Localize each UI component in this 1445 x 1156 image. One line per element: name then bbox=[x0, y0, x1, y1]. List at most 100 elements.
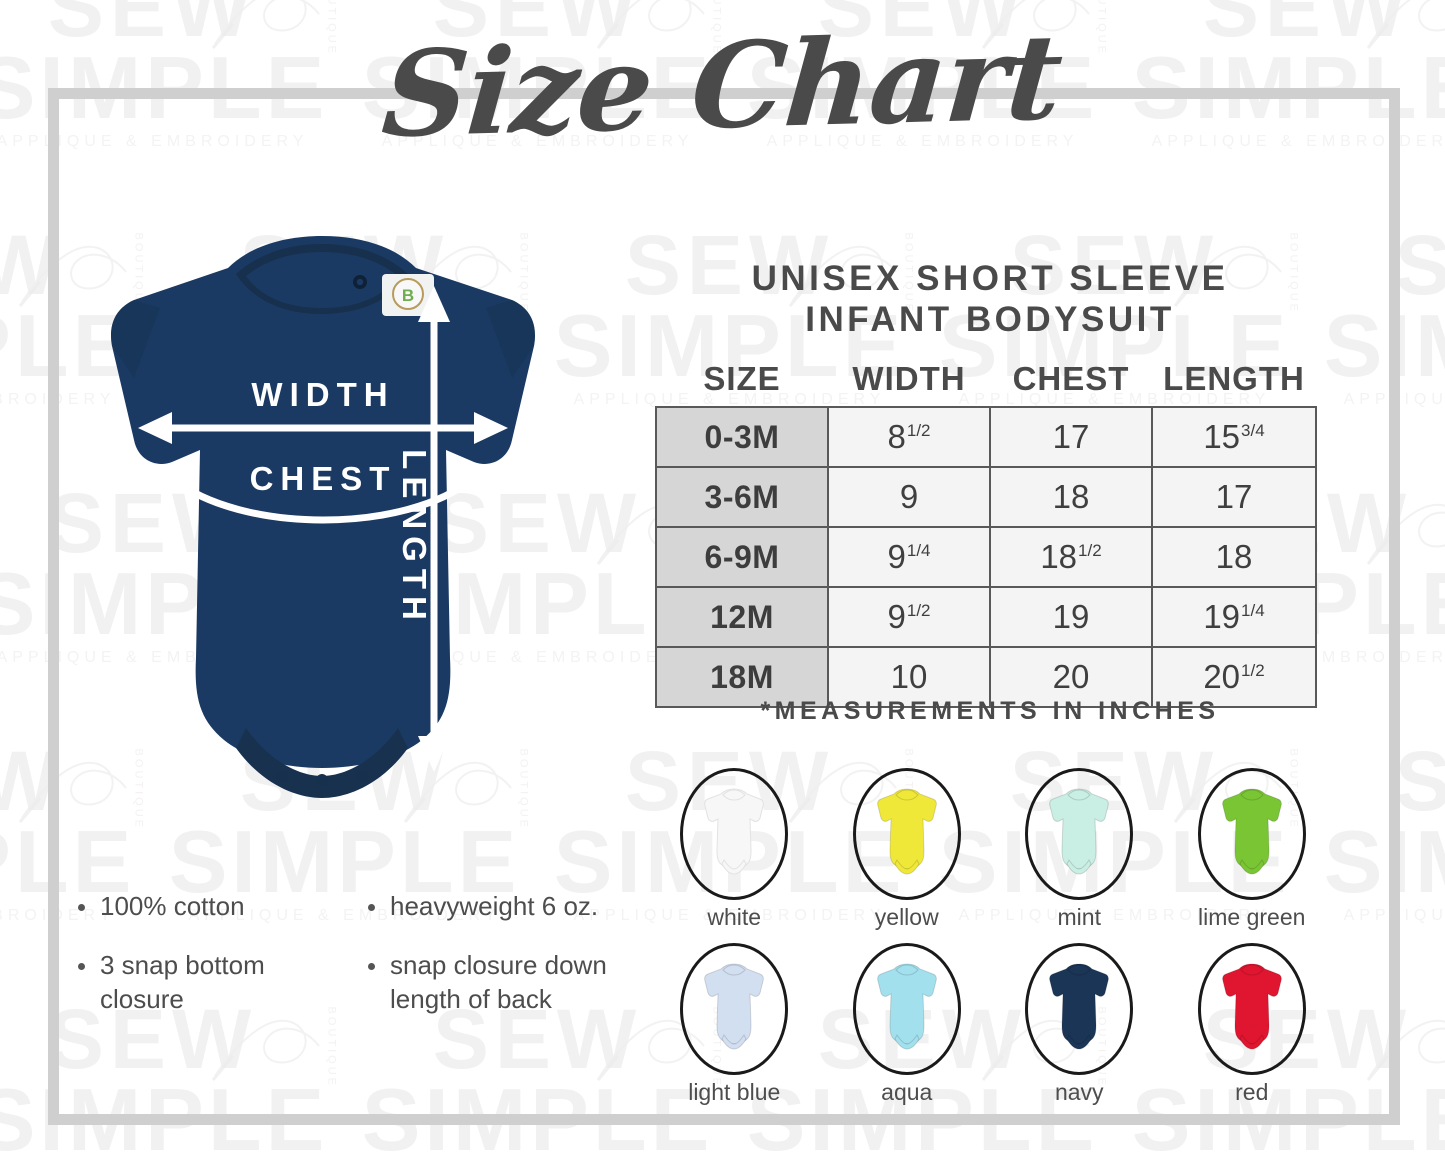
color-swatch-circle bbox=[680, 768, 789, 900]
table-cell: 81/2 bbox=[827, 406, 991, 468]
table-cell-size: 18M bbox=[655, 646, 829, 708]
svg-text:B: B bbox=[402, 286, 414, 305]
bodysuit-thumbnail bbox=[1049, 963, 1110, 1050]
list-item: 3 snap bottom closure bbox=[72, 949, 340, 1016]
fraction: 3/4 bbox=[1241, 421, 1265, 440]
color-swatch-label: white bbox=[707, 904, 762, 930]
color-swatch[interactable]: mint bbox=[993, 768, 1166, 931]
table-cell: 91/2 bbox=[827, 586, 991, 648]
table-cell: 201/2 bbox=[1151, 646, 1317, 708]
table-body: 0-3M 81/2 17 153/4 3-6M 9 18 17 6-9M 91/4 181/2 18 1… bbox=[655, 406, 1317, 708]
chest-arrow bbox=[140, 466, 506, 524]
table-cell-size: 12M bbox=[655, 586, 829, 648]
table-cell: 191/4 bbox=[1151, 586, 1317, 648]
table-cell: 9 bbox=[827, 466, 991, 528]
fraction: 1/2 bbox=[906, 421, 931, 440]
needle-thread-icon bbox=[1366, 503, 1445, 565]
bodysuit-thumbnail bbox=[704, 963, 765, 1050]
column-header-size: SIZE bbox=[703, 360, 781, 397]
table-cell: 181/2 bbox=[989, 526, 1153, 588]
table-cell-size: 6-9M bbox=[655, 526, 829, 588]
size-chart-table-wrap: SIZE WIDTH CHEST LENGTH 0-3M 81/2 17 153/4 3… bbox=[655, 360, 1317, 708]
color-swatch-circle bbox=[680, 943, 789, 1075]
fraction: 1/2 bbox=[1078, 541, 1102, 560]
product-heading-line-2: INFANT BODYSUIT bbox=[805, 300, 1175, 340]
watermark-tagline: APPLIQUE & EMBROIDERY bbox=[1343, 391, 1445, 409]
color-swatch-circle bbox=[1197, 943, 1306, 1075]
color-swatch-label: lime green bbox=[1198, 904, 1306, 930]
bodysuit-diagram: B WIDTH CHEST LENGTH bbox=[110, 236, 536, 798]
product-heading-line-1: UNISEX SHORT SLEEVE bbox=[751, 259, 1229, 298]
column-header-width: WIDTH bbox=[852, 360, 966, 397]
table-cell: 20 bbox=[989, 646, 1153, 708]
bodysuit-thumbnail bbox=[704, 788, 765, 875]
bodysuit-thumbnail bbox=[1221, 788, 1282, 875]
table-cell: 17 bbox=[1151, 466, 1317, 528]
feature-list: 100% cotton 3 snap bottom closure heavyw… bbox=[72, 890, 632, 1042]
width-arrow bbox=[138, 412, 508, 444]
bodysuit-shape: B bbox=[110, 236, 536, 798]
column-header-length: LENGTH bbox=[1163, 360, 1305, 397]
table-cell: 10 bbox=[827, 646, 991, 708]
chest-label: CHEST bbox=[250, 460, 397, 497]
table-cell: 91/4 bbox=[827, 526, 991, 588]
table-row: 12M 91/2 19 191/4 bbox=[655, 586, 1317, 648]
table-header-row: SIZE WIDTH CHEST LENGTH bbox=[656, 360, 1316, 407]
table-cell: 153/4 bbox=[1151, 406, 1317, 468]
table-row: 3-6M 9 18 17 bbox=[655, 466, 1317, 528]
table-cell: 18 bbox=[1151, 526, 1317, 588]
table-cell-size: 0-3M bbox=[655, 406, 829, 468]
color-swatch[interactable]: yellow bbox=[821, 768, 994, 931]
bodysuit-thumbnail bbox=[1221, 963, 1282, 1050]
size-chart-table: SIZE WIDTH CHEST LENGTH 0-3M 81/2 17 153/4 3… bbox=[655, 360, 1317, 708]
color-swatch-circle bbox=[1025, 768, 1134, 900]
color-swatch[interactable]: lime green bbox=[1166, 768, 1339, 931]
color-swatch[interactable]: navy bbox=[993, 943, 1166, 1106]
table-cell: 19 bbox=[989, 586, 1153, 648]
color-swatch-grid: white yellow mint lime green light blue aqua n… bbox=[648, 768, 1338, 1106]
length-arrow bbox=[418, 286, 450, 772]
bodysuit-thumbnail bbox=[876, 788, 937, 875]
list-item: 100% cotton bbox=[72, 890, 340, 923]
product-heading: UNISEX SHORT SLEEVE INFANT BODYSUIT bbox=[650, 258, 1330, 341]
table-row: 18M 10 20 201/2 bbox=[655, 646, 1317, 708]
garment-illustration: B WIDTH CHEST LENGTH bbox=[60, 228, 620, 848]
color-swatch[interactable]: light blue bbox=[648, 943, 821, 1106]
length-label: LENGTH bbox=[396, 449, 433, 627]
list-item: heavyweight 6 oz. bbox=[362, 890, 630, 923]
feature-column-2: heavyweight 6 oz. snap closure down leng… bbox=[362, 890, 630, 1042]
color-swatch-label: aqua bbox=[881, 1079, 933, 1105]
color-swatch[interactable]: red bbox=[1166, 943, 1339, 1106]
column-header-chest: CHEST bbox=[1012, 360, 1130, 397]
color-swatch-circle bbox=[1025, 943, 1134, 1075]
color-swatch[interactable]: white bbox=[648, 768, 821, 931]
table-row: 0-3M 81/2 17 153/4 bbox=[655, 406, 1317, 468]
fraction: 1/4 bbox=[906, 541, 931, 560]
list-item: snap closure down length of back bbox=[362, 949, 630, 1016]
color-swatch-circle bbox=[1197, 768, 1306, 900]
color-swatch-label: light blue bbox=[688, 1079, 781, 1105]
table-row: 6-9M 91/4 181/2 18 bbox=[655, 526, 1317, 588]
bodysuit-thumbnail bbox=[876, 963, 937, 1050]
needle-thread-icon bbox=[1366, 1019, 1445, 1081]
measurements-note: *MEASUREMENTS IN INCHES bbox=[760, 697, 1220, 725]
width-label: WIDTH bbox=[251, 376, 394, 413]
feature-column-1: 100% cotton 3 snap bottom closure bbox=[72, 890, 340, 1042]
color-swatch-label: red bbox=[1235, 1079, 1269, 1105]
watermark-brand-line-2: SIMPLE bbox=[0, 1069, 329, 1156]
table-cell: 17 bbox=[989, 406, 1153, 468]
fraction: 1/2 bbox=[906, 601, 931, 620]
fraction: 1/2 bbox=[1241, 661, 1265, 680]
table-cell: 18 bbox=[989, 466, 1153, 528]
fraction: 1/4 bbox=[1241, 601, 1265, 620]
table-cell-size: 3-6M bbox=[655, 466, 829, 528]
page-title-text: Size Chart bbox=[378, 7, 1067, 164]
color-swatch-label: yellow bbox=[874, 904, 939, 930]
color-swatch-label: navy bbox=[1054, 1079, 1104, 1105]
color-swatch-circle bbox=[852, 768, 961, 900]
bodysuit-thumbnail bbox=[1049, 788, 1110, 875]
color-swatch-label: mint bbox=[1057, 904, 1101, 930]
page-title: Size Chart bbox=[0, 7, 1445, 164]
color-swatch[interactable]: aqua bbox=[821, 943, 994, 1106]
color-swatch-circle bbox=[852, 943, 961, 1075]
